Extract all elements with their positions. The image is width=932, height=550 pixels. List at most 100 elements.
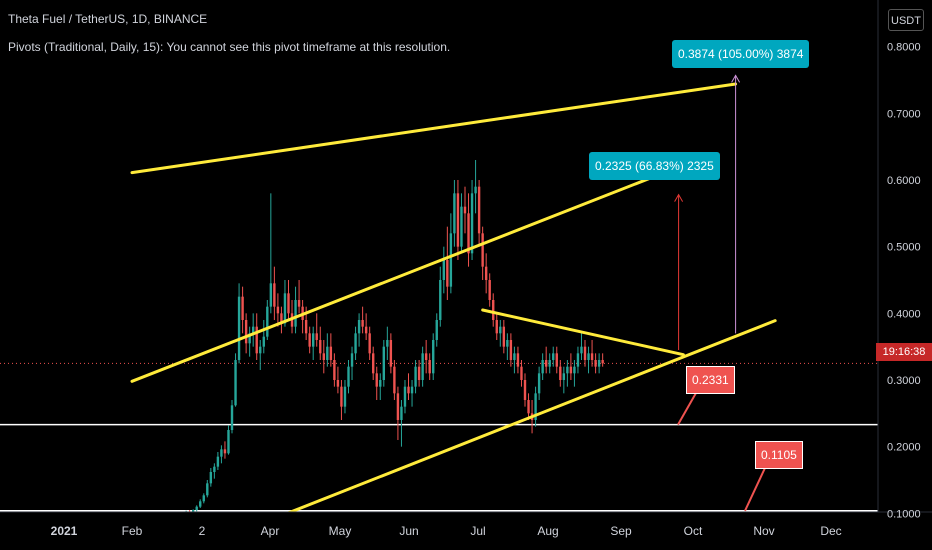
candle-body: [460, 206, 463, 247]
candle-body: [248, 333, 251, 344]
candle-body: [280, 313, 283, 324]
target-upper-callout: 0.3874 (105.00%) 3874: [672, 40, 810, 68]
candle-body: [495, 320, 498, 334]
candle-body: [216, 456, 220, 467]
candle-body: [276, 306, 280, 314]
candle-body: [396, 393, 400, 420]
support-upper-callout: 0.2331: [686, 366, 735, 394]
chart-title: Theta Fuel / TetherUS, 1D, BINANCE: [8, 12, 208, 26]
candle-body: [456, 193, 460, 247]
candle-body: [467, 213, 470, 254]
candle-body: [202, 495, 205, 502]
candle-body: [502, 326, 506, 347]
candle-body: [304, 320, 308, 334]
candle-body: [594, 360, 597, 367]
candle-body: [315, 333, 318, 340]
price-scale-panel: [878, 0, 932, 512]
candle-body: [273, 283, 276, 307]
candle-body: [297, 300, 301, 307]
candle-body: [241, 296, 244, 320]
candle-body: [220, 449, 223, 457]
candle-body: [266, 306, 269, 337]
candle-body: [516, 353, 520, 367]
candle-body: [534, 393, 537, 420]
time-axis-panel: [0, 512, 932, 550]
candle-body: [453, 193, 456, 234]
candle-body: [223, 449, 227, 454]
x-tick-label: Jul: [470, 524, 485, 538]
candle-body: [548, 360, 551, 367]
candle-body: [435, 320, 438, 340]
candle-body: [573, 366, 576, 374]
candle-body: [340, 386, 343, 407]
candle-body: [389, 340, 393, 367]
trendline-channel-bottom: [250, 319, 777, 529]
y-tick-label: 0.3000: [887, 375, 921, 387]
candle-body: [322, 353, 325, 360]
candle-body: [601, 360, 604, 364]
candle-body: [583, 346, 587, 360]
candle-body: [326, 346, 329, 360]
candle-body: [562, 373, 566, 380]
candle-body: [417, 366, 421, 380]
y-tick-label: 0.5000: [887, 242, 921, 254]
candle-body: [566, 366, 569, 374]
y-tick-label: 0.4000: [887, 308, 921, 320]
candle-body: [364, 326, 368, 334]
x-tick-label: Oct: [684, 524, 703, 538]
trendline-channel-middle: [130, 159, 695, 383]
candle-body: [206, 483, 209, 496]
candle-body: [195, 506, 198, 510]
candle-body: [255, 326, 258, 354]
x-tick-label: 2: [199, 524, 206, 538]
candle-body: [283, 293, 287, 324]
candle-body: [597, 360, 601, 367]
candle-body: [375, 373, 378, 387]
last-price-time-tag: 19:16:38: [876, 343, 932, 361]
candle-body: [379, 380, 382, 387]
candle-body: [312, 333, 315, 347]
candle-body: [432, 340, 435, 374]
x-tick-label: Aug: [537, 524, 558, 538]
x-tick-label: Dec: [820, 524, 841, 538]
candle-body: [347, 366, 350, 387]
callout-pointer: [744, 467, 766, 512]
candle-body: [590, 353, 594, 360]
candle-body: [555, 353, 558, 367]
y-tick-label: 0.7000: [887, 108, 921, 120]
candle-body: [421, 353, 424, 380]
candle-body: [262, 336, 265, 347]
x-tick-label: Nov: [753, 524, 774, 538]
y-tick-label: 0.6000: [887, 175, 921, 187]
candle-body: [481, 233, 484, 267]
candle-body: [361, 320, 364, 327]
candle-body: [294, 300, 297, 327]
candle-body: [477, 186, 481, 234]
candle-body: [569, 366, 573, 374]
candle-body: [474, 186, 477, 194]
x-tick-label: Feb: [122, 524, 143, 538]
candle-body: [382, 346, 385, 380]
y-tick-label: 0.1000: [887, 508, 921, 520]
x-tick-label: 2021: [51, 524, 78, 538]
candle-body: [234, 360, 237, 406]
candle-body: [492, 300, 495, 320]
y-tick-label: 0.8000: [887, 42, 921, 54]
currency-button[interactable]: USDT: [888, 9, 924, 31]
candle-body: [237, 296, 241, 360]
candle-body: [449, 233, 453, 287]
x-tick-label: Sep: [610, 524, 632, 538]
candle-body: [513, 353, 516, 360]
candle-body: [393, 366, 396, 394]
candle-body: [269, 283, 273, 307]
candle-body: [213, 466, 216, 472]
candle-body: [400, 406, 403, 420]
candle-body: [227, 430, 230, 454]
candle-body: [559, 366, 562, 380]
x-tick-label: May: [329, 524, 352, 538]
candle-body: [470, 193, 474, 254]
candle-body: [520, 366, 523, 380]
candle-body: [537, 373, 541, 394]
